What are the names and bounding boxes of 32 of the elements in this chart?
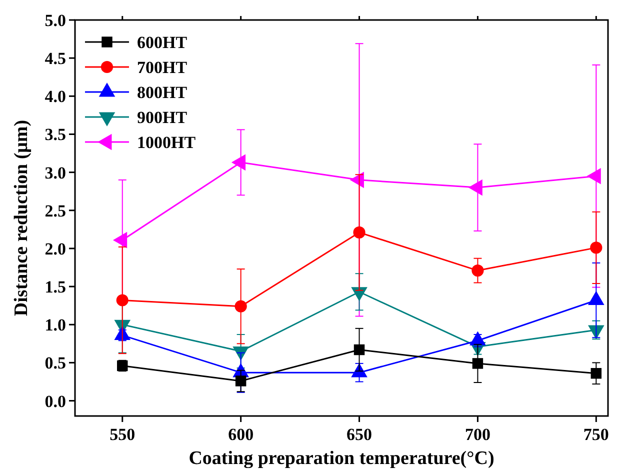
point: [354, 344, 365, 356]
x-tick-label: 700: [464, 425, 490, 444]
x-tick-label: 750: [583, 425, 609, 444]
point: [353, 226, 366, 239]
y-tick-label: 2.0: [44, 239, 66, 258]
x-axis-title: Coating preparation temperature(°C): [188, 448, 494, 469]
y-tick-label: 2.5: [44, 201, 66, 220]
y-tick-label: 1.0: [44, 316, 66, 335]
point: [590, 242, 602, 254]
legend-label: 800HT: [137, 83, 188, 102]
point: [234, 300, 247, 312]
point: [235, 376, 246, 386]
x-tick-label: 600: [228, 425, 254, 444]
y-tick-label: 3.0: [44, 163, 66, 182]
legend-label: 600HT: [137, 33, 188, 52]
y-tick-label: 3.5: [44, 125, 66, 144]
point: [116, 294, 128, 306]
point: [590, 368, 602, 379]
x-tick-label: 650: [346, 425, 372, 444]
y-tick-label: 4.5: [44, 49, 66, 68]
legend-label: 700HT: [137, 58, 188, 77]
point: [472, 264, 484, 277]
y-tick-label: 0.5: [44, 354, 66, 373]
y-tick-label: 5.0: [44, 11, 66, 30]
point: [472, 358, 484, 369]
y-tick-label: 0.0: [44, 392, 66, 411]
legend-label: 900HT: [137, 108, 188, 127]
y-tick-label: 4.0: [44, 87, 66, 106]
legend-label: 1000HT: [137, 133, 196, 152]
y-tick-label: 1.5: [44, 278, 66, 297]
x-tick-label: 550: [110, 425, 136, 444]
y-axis-title: Distance reduction (μm): [11, 120, 32, 316]
